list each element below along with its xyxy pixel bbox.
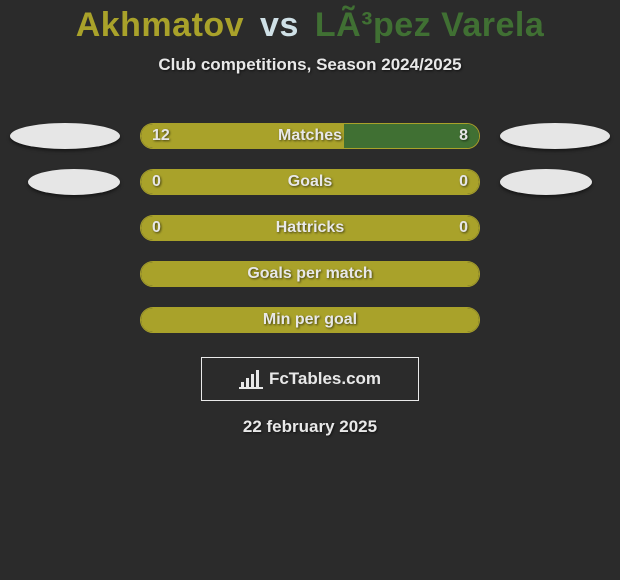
bar-track [140,215,480,241]
player1-name: Akhmatov [76,6,244,44]
vs-label: vs [260,6,299,44]
bar-left [141,124,344,148]
bar-fill [141,216,479,240]
right-bubble [500,123,610,149]
stats-block: Matches128Goals00Hattricks00Goals per ma… [0,113,620,343]
bar-fill [141,262,479,286]
bar-track [140,261,480,287]
site-plate[interactable]: FcTables.com [201,357,419,401]
bar-track [140,169,480,195]
stat-row-mpg: Min per goal [0,297,620,343]
bar-track [140,307,480,333]
bar-fill [141,308,479,332]
stat-row-gpm: Goals per match [0,251,620,297]
right-bubble [500,169,592,195]
title: Akhmatov vs LÃ³pez Varela [0,6,620,45]
comparison-card: Akhmatov vs LÃ³pez Varela Club competiti… [0,6,620,580]
barchart-icon [239,369,263,389]
footer-date: 22 february 2025 [0,417,620,437]
bar-track [140,123,480,149]
left-bubble [28,169,120,195]
site-plate-text: FcTables.com [269,369,381,389]
stat-row-matches: Matches128 [0,113,620,159]
stat-row-hattricks: Hattricks00 [0,205,620,251]
bar-right [344,124,479,148]
player2-name: LÃ³pez Varela [315,6,544,44]
subtitle: Club competitions, Season 2024/2025 [0,55,620,75]
bar-fill [141,170,479,194]
stat-row-goals: Goals00 [0,159,620,205]
left-bubble [10,123,120,149]
